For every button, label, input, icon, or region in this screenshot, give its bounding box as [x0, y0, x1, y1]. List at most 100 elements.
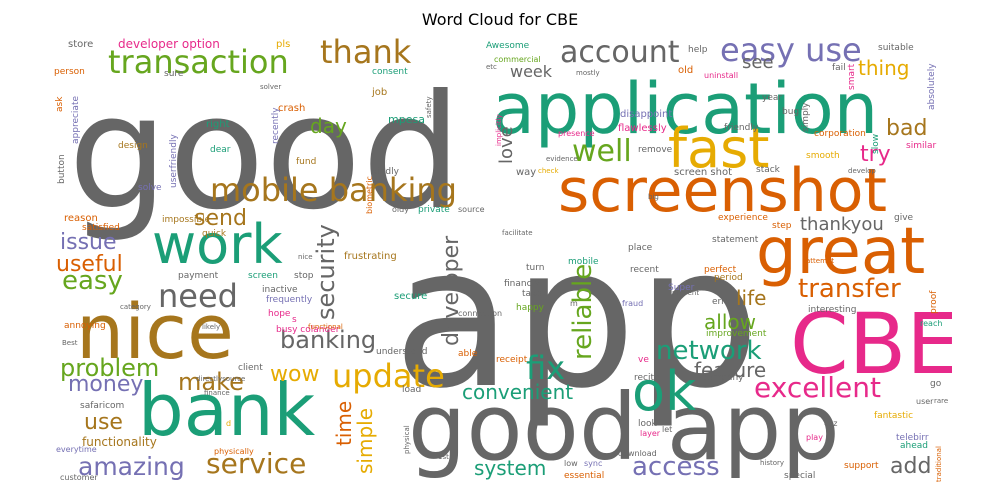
word-week: week [510, 62, 553, 81]
word-check: check [538, 167, 559, 175]
word-history: history [760, 459, 785, 467]
word-frequently: frequently [266, 295, 313, 305]
word-user: user [916, 397, 934, 406]
word-simple: simple [353, 407, 377, 474]
word-solve: solve [138, 183, 162, 193]
word-job: job [372, 87, 388, 98]
word-good: good [68, 61, 462, 245]
word-screenshot: screenshot [558, 156, 887, 226]
word-best: Best [62, 339, 78, 347]
word-improvement: improvement [706, 329, 767, 339]
word-awesome: Awesome [486, 41, 530, 51]
word-super: Super [668, 283, 695, 293]
word-transaction: transaction [108, 43, 289, 81]
word-let: let [662, 425, 673, 434]
word-way: way [516, 167, 537, 178]
word-attempt: attempt [806, 257, 835, 265]
word-send: send [194, 206, 247, 231]
word-use: use [84, 410, 123, 435]
word-nice-small: nice [298, 253, 313, 261]
word-likely: likely [202, 323, 221, 331]
word-recent: recent [630, 265, 659, 275]
word-consent: consent [372, 67, 408, 77]
word-great: great [756, 215, 926, 289]
word-useful: useful [56, 252, 123, 277]
word-developer-option: developer option [118, 37, 220, 51]
word-thankyou: thankyou [800, 214, 884, 235]
word-old: old [678, 65, 694, 76]
word-load: load [402, 385, 422, 395]
word-feature: feature [694, 358, 767, 382]
word-impossible: impossible [162, 215, 211, 225]
word-interesting: interesting [808, 305, 857, 315]
word-design: design [118, 141, 148, 151]
word-experience: experience [718, 213, 768, 223]
word-ask: ask [55, 96, 65, 112]
word-understand: understand [376, 347, 428, 357]
word-quick: quick [202, 229, 227, 239]
word-special: special [784, 471, 816, 481]
word-download: download [618, 449, 657, 458]
word-try: try [860, 142, 891, 167]
word-dear: dear [210, 145, 231, 155]
word-day: day [310, 114, 347, 138]
word-oldy: oldy [392, 205, 409, 214]
word-support: support [844, 461, 879, 471]
word-banking: banking [280, 326, 377, 354]
word-develop: develop [848, 167, 876, 175]
word-remove: remove [638, 145, 673, 155]
word-flawlessly: flawlessly [618, 123, 667, 134]
word-source: source [458, 205, 485, 214]
word-account: account [560, 35, 680, 70]
word-connection: connection [458, 309, 503, 318]
word-money: money [68, 372, 144, 397]
word-smart: smart [847, 63, 857, 90]
word-recite: recite [634, 373, 660, 383]
word-facilitate: facilitate [502, 229, 533, 237]
word-ve: ve [638, 355, 649, 365]
word-application: application [492, 68, 879, 150]
word-safety: safety [425, 96, 433, 118]
word-reason: reason [64, 213, 98, 224]
word-perfect: perfect [704, 265, 737, 275]
word-go: go [930, 379, 942, 389]
word-hope: hope [268, 309, 291, 319]
word-network: network [656, 336, 762, 366]
word-biometric: biometric [365, 176, 374, 214]
word-prevent: prevent [672, 289, 700, 297]
word-easy: easy [62, 266, 123, 296]
word-well: well [572, 134, 632, 169]
word-layer: layer [640, 429, 661, 438]
word-appreciate: appreciate [71, 95, 81, 144]
word-inactive: inactive [262, 285, 298, 295]
word-take: take [522, 289, 542, 299]
word-person: person [54, 67, 85, 77]
word-m: m [570, 299, 578, 308]
word-problem: problem [60, 354, 160, 382]
word-make: make [178, 368, 244, 396]
word-period: period [714, 273, 743, 283]
word-solver: solver [260, 83, 282, 91]
word-issue: issue [60, 230, 117, 255]
word-cloud: app good application screenshot good app… [48, 34, 952, 486]
word-commercial: commercial [494, 55, 541, 64]
word-reliable: reliable [568, 263, 598, 360]
word-fix: fix [526, 349, 566, 387]
word-give: give [894, 213, 914, 223]
word-ahead: ahead [900, 441, 928, 451]
word-smooth: smooth [806, 151, 840, 161]
word-busy-colander: busy colander [276, 325, 340, 335]
chart-title: Word Cloud for CBE [421, 10, 579, 29]
word-directlysource: directlysource [196, 375, 246, 383]
word-private: private [418, 205, 450, 215]
word-client: client [238, 363, 263, 373]
word-presence: presence [558, 129, 595, 138]
word-slow: slow [871, 133, 881, 154]
word-physical: physical [403, 425, 411, 454]
word-evidence: evidence [546, 155, 578, 163]
word-mobile-banking: mobile banking [210, 171, 457, 209]
word-frustrating: frustrating [344, 251, 397, 262]
word-functional: functional [308, 323, 343, 331]
word-secure: secure [394, 291, 428, 302]
word-mpesa: mpesa [388, 113, 425, 126]
